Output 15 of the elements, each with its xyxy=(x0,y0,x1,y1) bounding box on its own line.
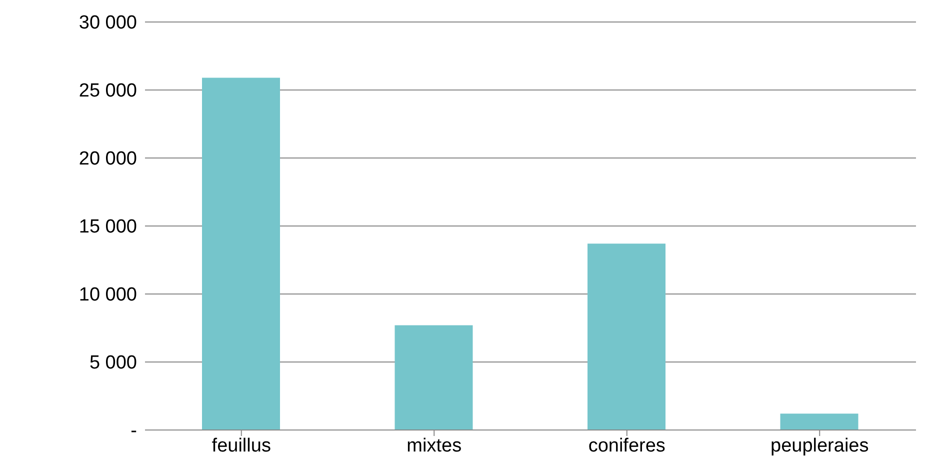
bar xyxy=(202,78,280,430)
bar xyxy=(394,325,473,430)
y-tick-label: 5 000 xyxy=(89,352,137,374)
y-tick-label: 15 000 xyxy=(78,216,137,238)
y-tick-label: 10 000 xyxy=(78,284,137,306)
x-tick-label: peupleraies xyxy=(770,435,869,456)
bar xyxy=(588,244,666,430)
y-tick-label: 20 000 xyxy=(78,148,137,170)
y-tick-label: 30 000 xyxy=(78,12,137,34)
x-tick-label: feuillus xyxy=(212,435,271,456)
x-tick-label: mixtes xyxy=(406,435,462,456)
y-tick-label: - xyxy=(130,420,137,442)
x-tick-label: coniferes xyxy=(588,435,666,456)
y-tick-label: 25 000 xyxy=(78,80,137,102)
bar xyxy=(780,414,858,430)
